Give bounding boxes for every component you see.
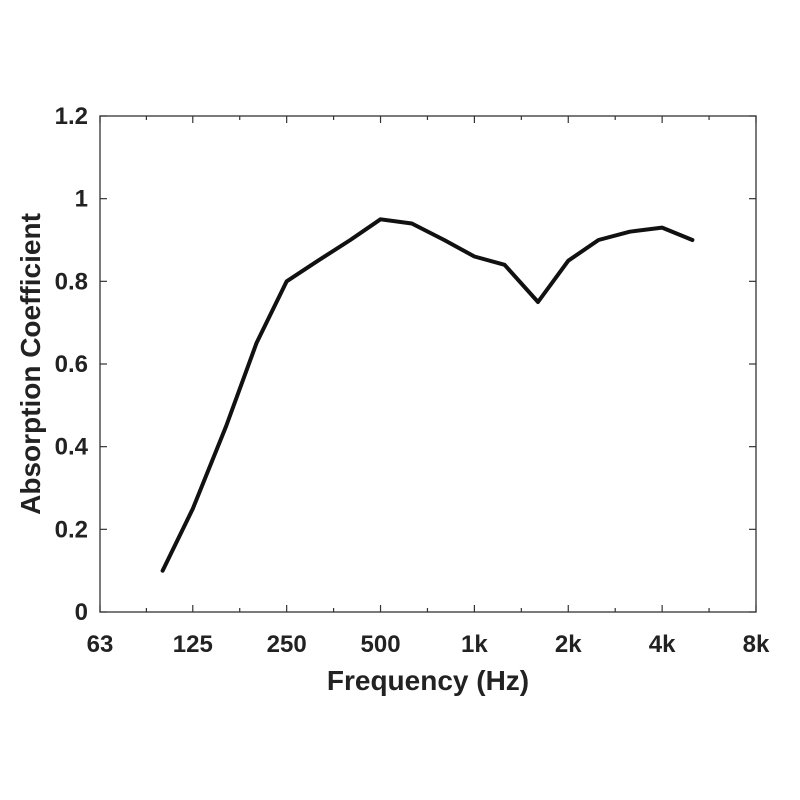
x-tick-label: 2k — [555, 631, 582, 658]
x-tick-label: 4k — [649, 631, 676, 658]
tick-marks — [99, 115, 757, 613]
y-tick-label: 0.6 — [55, 351, 88, 378]
series-layer — [160, 217, 695, 573]
y-tick-label: 1 — [75, 186, 88, 213]
y-tick-labels: 0 0.2 0.4 0.6 0.8 1 1.2 — [55, 103, 89, 626]
y-axis-label: Absorption Coefficient — [15, 213, 46, 515]
x-tick-label: 1k — [461, 631, 488, 658]
series-line-0 — [160, 217, 695, 573]
y-tick-label: 0 — [75, 599, 88, 626]
x-tick-label: 125 — [173, 631, 213, 658]
plot-frame — [99, 115, 757, 613]
y-tick-label: 1.2 — [55, 103, 88, 130]
x-tick-labels: 63 125 250 500 1k 2k 4k 8k — [87, 631, 770, 658]
x-tick-label: 500 — [361, 631, 401, 658]
x-tick-label: 63 — [87, 631, 114, 658]
y-tick-label: 0.4 — [55, 434, 89, 461]
x-axis-label: Frequency (Hz) — [327, 665, 529, 696]
x-tick-label: 250 — [267, 631, 307, 658]
y-tick-label: 0.8 — [55, 268, 88, 295]
y-tick-label: 0.2 — [55, 516, 88, 543]
x-tick-label: 8k — [743, 631, 770, 658]
